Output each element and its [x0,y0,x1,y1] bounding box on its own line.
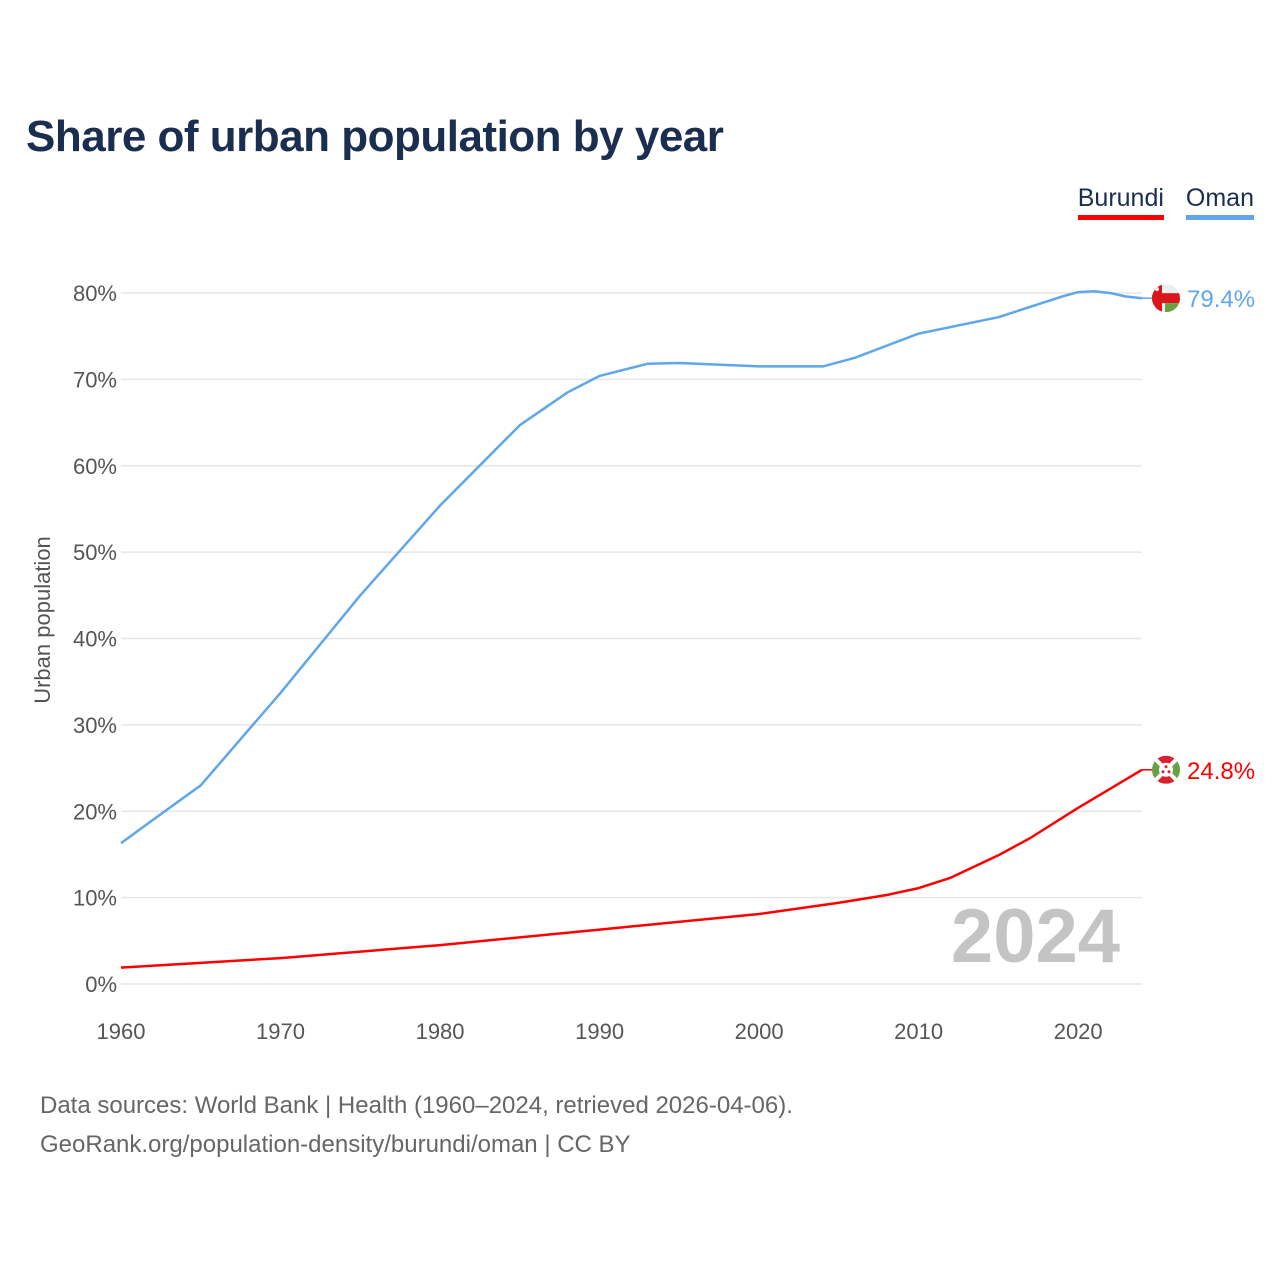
flag-body [1152,755,1180,784]
x-tick-label: 1990 [575,1019,624,1044]
series-line-oman [120,290,1143,845]
y-tick-label: 30% [73,713,117,738]
y-tick-label: 40% [73,627,117,652]
x-tick-label: 1960 [97,1019,146,1044]
y-tick-label: 0% [85,972,117,997]
flag-disc [1159,762,1173,777]
data-source-text: Data sources: World Bank | Health (1960–… [40,1092,793,1119]
x-tick-label: 2020 [1054,1019,1103,1044]
flag-emblem [1155,287,1159,292]
legend-item-oman[interactable]: Oman [1185,184,1254,220]
flag-star [1161,770,1165,774]
flag-star [1167,770,1171,774]
y-tick-label: 20% [73,799,117,824]
y-tick-label: 70% [73,367,117,392]
flag-red-band [1152,284,1162,313]
footer: Data sources: World Bank | Health (1960–… [40,1086,793,1164]
flag-oman-icon [1152,284,1180,313]
flag-red [1152,293,1180,304]
y-tick-label: 60% [73,454,117,479]
y-axis-label: Urban population [30,536,55,704]
chart-title: Share of urban population by year [26,112,724,161]
legend-item-burundi[interactable]: Burundi [1077,184,1164,220]
series-line-burundi [120,768,1143,969]
y-tick-label: 10% [73,886,117,911]
x-tick-label: 1980 [416,1019,465,1044]
flag-body [1152,284,1180,313]
y-tick-label: 80% [73,281,117,306]
x-tick-label: 2000 [735,1019,784,1044]
flag-green [1165,303,1180,313]
y-tick-label: 50% [73,540,117,565]
flag-star [1164,765,1168,769]
end-value-label-burundi: 24.8% [1187,758,1255,785]
legend: Burundi Oman [1077,184,1254,220]
end-value-label-oman: 79.4% [1187,286,1255,313]
year-watermark: 2024 [951,894,1120,979]
x-tick-label: 1970 [256,1019,305,1044]
flag-burundi-icon [1152,755,1180,784]
x-tick-label: 2010 [894,1019,943,1044]
source-link[interactable]: GeoRank.org/population-density/burundi/o… [40,1131,631,1158]
